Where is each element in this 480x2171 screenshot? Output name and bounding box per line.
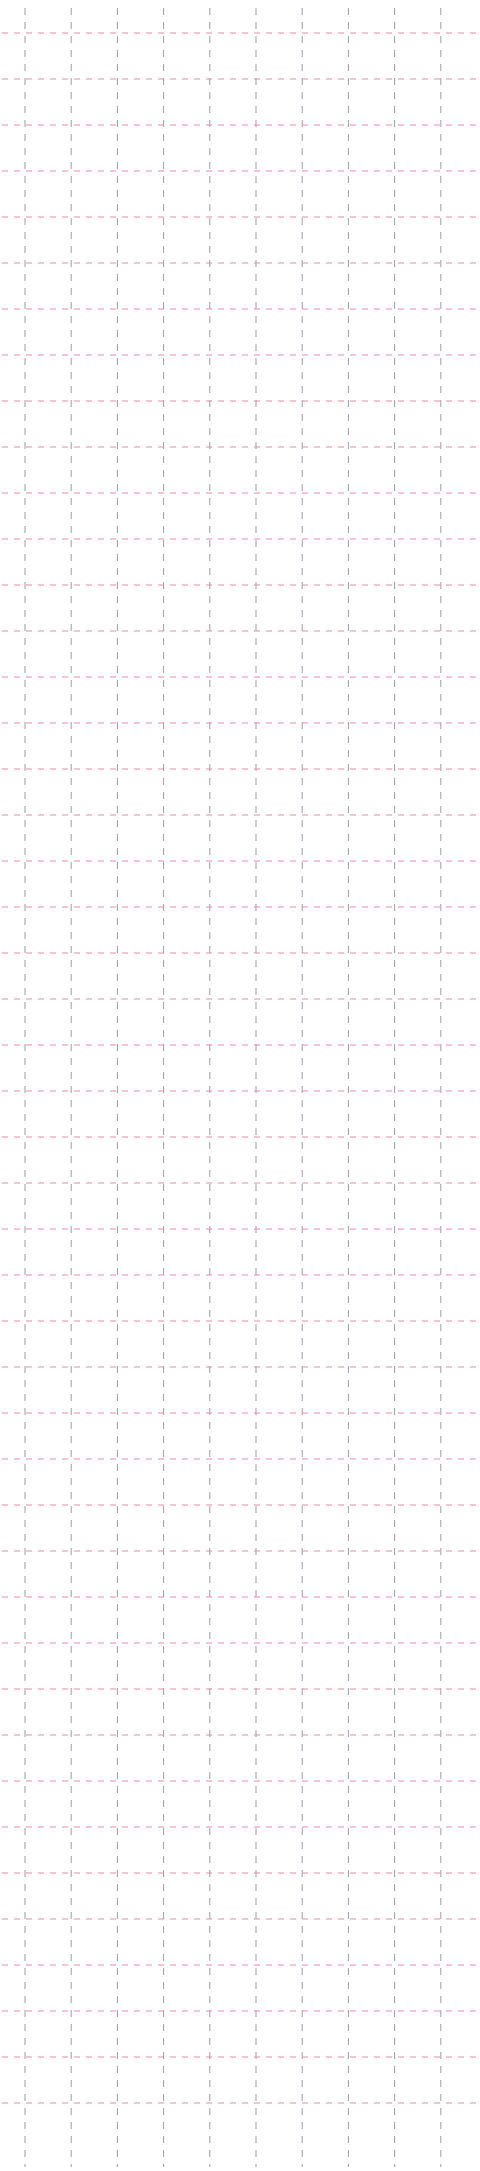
vertical-grid-lines [24, 8, 442, 2167]
horizontal-grid-lines [2, 32, 478, 2104]
